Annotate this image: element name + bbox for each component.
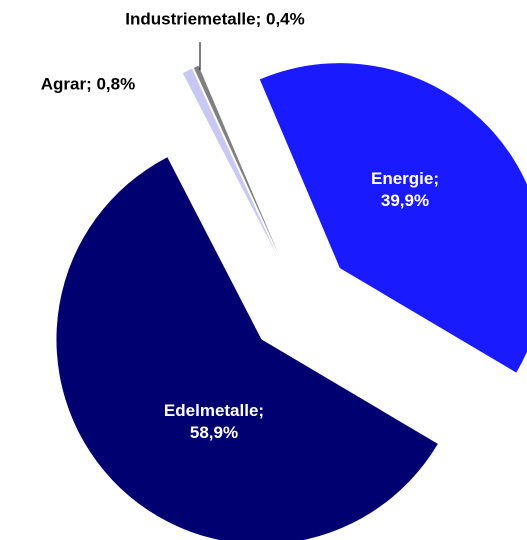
slice-label: Agrar; 0,8% <box>41 74 135 93</box>
slice-label: Energie; 39,9% <box>371 169 439 210</box>
pie-slice <box>259 63 527 373</box>
pie-slice <box>193 65 279 255</box>
label-line: 39,9% <box>381 191 429 210</box>
label-line: 58,9% <box>190 423 238 442</box>
pie-slice <box>182 68 277 256</box>
slice-label: Industriemetalle; 0,4% <box>125 9 305 28</box>
label-line: Energie; <box>371 169 439 188</box>
slice-label: Edelmetalle; 58,9% <box>164 401 264 442</box>
label-line: Edelmetalle; <box>164 401 264 420</box>
pie-slice <box>56 157 438 540</box>
